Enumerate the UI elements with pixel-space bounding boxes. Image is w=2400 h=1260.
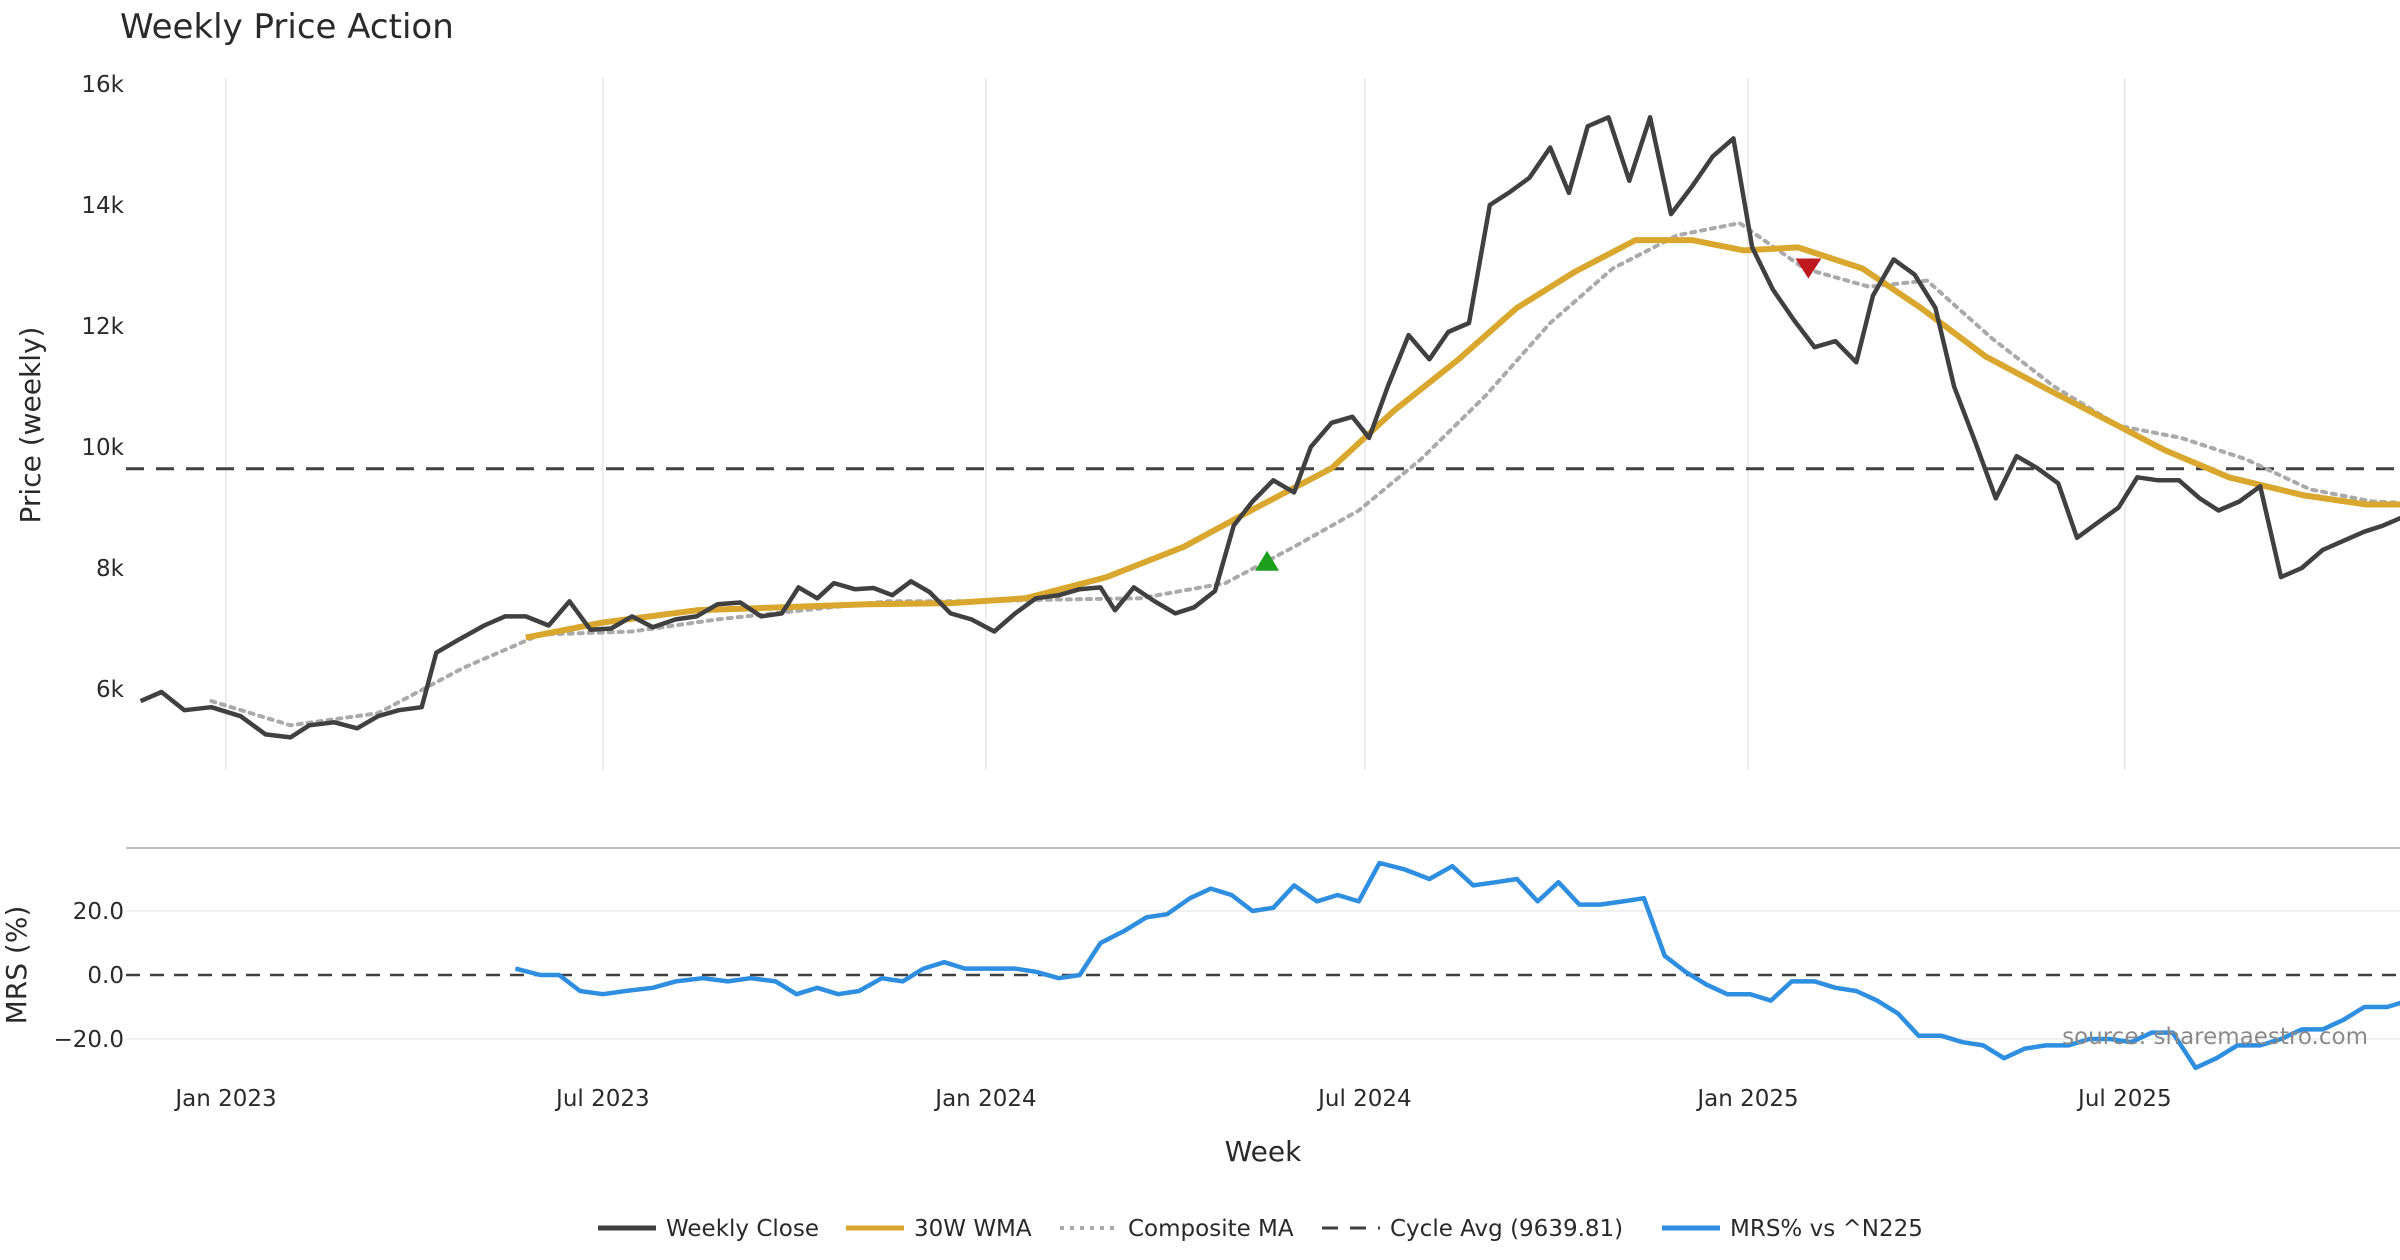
legend: Weekly Close 30W WMA Composite MA Cycle Avg… — [598, 1216, 1923, 1242]
legend-label: MRS% vs ^N225 — [1730, 1216, 1923, 1242]
legend-label: Composite MA — [1128, 1216, 1294, 1242]
mrs-line — [514, 860, 2400, 1071]
sell-signal-marker — [1795, 258, 1822, 279]
x-tick-label: Jul 2025 — [2076, 1086, 2172, 1112]
mrs-y-ticks: 20.0 0.0 −20.0 — [54, 899, 124, 1053]
price-y-tick-label: 10k — [81, 435, 124, 461]
weekly-close-line — [139, 115, 2400, 740]
legend-label: Cycle Avg (9639.81) — [1390, 1216, 1623, 1242]
composite-ma-line — [209, 220, 2400, 728]
mrs-panel: 20.0 0.0 −20.0 MRS (%) source: sharemaestr… — [0, 860, 2400, 1071]
legend-label: Weekly Close — [666, 1216, 819, 1242]
price-y-ticks: 6k 8k 10k 12k 14k 16k — [81, 72, 124, 703]
x-ticks: Jan 2023 Jul 2023 Jan 2024 Jul 2024 Jan 2025… — [173, 1086, 2171, 1112]
x-tick-label: Jan 2024 — [933, 1086, 1036, 1112]
price-y-tick-label: 6k — [96, 677, 125, 703]
x-tick-label: Jan 2025 — [1695, 1086, 1798, 1112]
price-y-axis-label: Price (weekly) — [14, 327, 47, 524]
mrs-y-tick-label: 20.0 — [73, 899, 124, 925]
legend-label: 30W WMA — [914, 1216, 1032, 1242]
price-panel: 6k 8k 10k 12k 14k 16k Price (weekly) — [14, 72, 2400, 770]
x-axis-label: Week — [1225, 1135, 1302, 1168]
buy-signal-marker — [1255, 550, 1280, 571]
wma-30w-line — [525, 237, 2400, 641]
chart-title: Weekly Price Action — [120, 7, 454, 47]
mrs-y-tick-label: −20.0 — [54, 1027, 124, 1053]
x-tick-label: Jan 2023 — [173, 1086, 276, 1112]
mrs-y-tick-label: 0.0 — [87, 963, 124, 989]
price-gridlines — [225, 78, 2126, 770]
price-y-tick-label: 8k — [96, 556, 125, 582]
price-y-tick-label: 12k — [81, 314, 124, 340]
x-tick-label: Jul 2023 — [554, 1086, 650, 1112]
price-y-tick-label: 14k — [81, 193, 124, 219]
price-y-tick-label: 16k — [81, 72, 124, 98]
source-credit: source: sharemaestro.com — [2062, 1024, 2368, 1050]
signal-markers — [1255, 258, 1822, 571]
mrs-y-axis-label: MRS (%) — [0, 906, 33, 1025]
x-tick-label: Jul 2024 — [1316, 1086, 1412, 1112]
